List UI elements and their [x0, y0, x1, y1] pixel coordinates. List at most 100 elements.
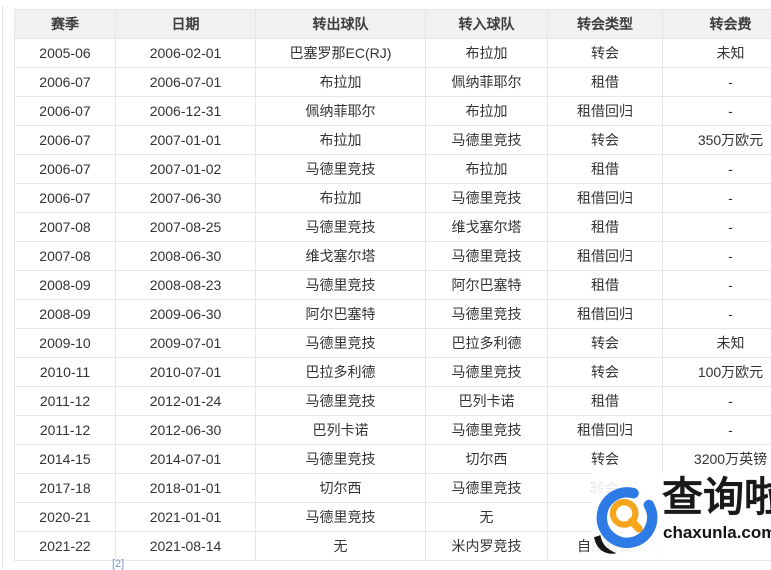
table-cell: 马德里竞技	[256, 445, 426, 474]
table-cell: 维戈塞尔塔	[426, 213, 548, 242]
table-cell: 2008-09	[15, 271, 116, 300]
table-cell: 马德里竞技	[256, 329, 426, 358]
table-cell: 租借	[548, 387, 663, 416]
table-cell: 未知	[663, 329, 771, 358]
table-cell: -	[663, 242, 771, 271]
table-cell: 租借	[548, 271, 663, 300]
table-cell: 马德里竞技	[426, 126, 548, 155]
table-cell: 租借回归	[548, 416, 663, 445]
table-cell: 2009-06-30	[116, 300, 256, 329]
chaxunla-watermark: 查询啦 chaxunla.com	[592, 472, 771, 559]
table-cell: 2009-07-01	[116, 329, 256, 358]
column-header: 日期	[116, 10, 256, 39]
table-cell: 2007-08	[15, 242, 116, 271]
table-cell: 2006-07	[15, 68, 116, 97]
table-cell: 布拉加	[256, 68, 426, 97]
table-cell: 2006-07-01	[116, 68, 256, 97]
column-header: 转出球队	[256, 10, 426, 39]
table-cell: 转会	[548, 126, 663, 155]
table-cell: 巴列卡诺	[256, 416, 426, 445]
table-cell: 350万欧元	[663, 126, 771, 155]
table-cell: -	[663, 68, 771, 97]
table-cell: 2007-01-01	[116, 126, 256, 155]
table-cell: 2007-01-02	[116, 155, 256, 184]
table-cell: 马德里竞技	[426, 242, 548, 271]
page-left-border	[2, 6, 3, 567]
table-cell: 马德里竞技	[256, 387, 426, 416]
table-cell: 2006-07	[15, 126, 116, 155]
table-cell: 转会	[548, 445, 663, 474]
table-cell: 2021-08-14	[116, 532, 256, 561]
table-cell: 2020-21	[15, 503, 116, 532]
table-cell: 2018-01-01	[116, 474, 256, 503]
table-cell: 租借	[548, 213, 663, 242]
table-cell: 租借	[548, 155, 663, 184]
table-cell: 2008-09	[15, 300, 116, 329]
table-cell: -	[663, 155, 771, 184]
table-cell: -	[663, 184, 771, 213]
table-cell: 转会	[548, 39, 663, 68]
column-header: 转会类型	[548, 10, 663, 39]
magnifier-q-logo-icon	[592, 482, 662, 556]
table-cell: 2006-07	[15, 97, 116, 126]
table-cell: 巴拉多利德	[256, 358, 426, 387]
table-cell: 2010-11	[15, 358, 116, 387]
table-cell: -	[663, 300, 771, 329]
table-cell: 马德里竞技	[256, 503, 426, 532]
table-cell: 2007-06-30	[116, 184, 256, 213]
table-cell: 2010-07-01	[116, 358, 256, 387]
column-header: 转会费	[663, 10, 771, 39]
table-cell: 马德里竞技	[426, 474, 548, 503]
table-cell: 切尔西	[256, 474, 426, 503]
table-cell: 租借	[548, 68, 663, 97]
column-header: 转入球队	[426, 10, 548, 39]
table-cell: 布拉加	[426, 155, 548, 184]
table-cell: -	[663, 271, 771, 300]
table-cell: 马德里竞技	[256, 271, 426, 300]
table-cell: 阿尔巴塞特	[426, 271, 548, 300]
table-cell: 2014-15	[15, 445, 116, 474]
table-cell: 米内罗竞技	[426, 532, 548, 561]
table-cell: 无	[256, 532, 426, 561]
table-cell: 租借回归	[548, 300, 663, 329]
table-cell: 100万欧元	[663, 358, 771, 387]
table-cell: 2011-12	[15, 387, 116, 416]
table-cell: 转会	[548, 358, 663, 387]
table-cell: 2006-07	[15, 155, 116, 184]
table-cell: 布拉加	[426, 97, 548, 126]
table-cell: 2012-01-24	[116, 387, 256, 416]
table-cell: 马德里竞技	[256, 155, 426, 184]
table-cell: 2021-22	[15, 532, 116, 561]
table-cell: 阿尔巴塞特	[256, 300, 426, 329]
table-cell: -	[663, 387, 771, 416]
table-cell: 布拉加	[426, 39, 548, 68]
table-cell: 2012-06-30	[116, 416, 256, 445]
table-cell: 巴拉多利德	[426, 329, 548, 358]
table-cell: 2007-08	[15, 213, 116, 242]
table-cell: 切尔西	[426, 445, 548, 474]
table-cell: 无	[426, 503, 548, 532]
citation-link[interactable]: [2]	[112, 558, 124, 570]
watermark-brand-text: 查询啦	[662, 472, 770, 522]
table-cell: 2008-08-23	[116, 271, 256, 300]
table-cell: 巴列卡诺	[426, 387, 548, 416]
table-cell: 佩纳菲耶尔	[256, 97, 426, 126]
table-cell: 维戈塞尔塔	[256, 242, 426, 271]
table-cell: 布拉加	[256, 126, 426, 155]
table-cell: 未知	[663, 39, 771, 68]
table-cell: 2007-08-25	[116, 213, 256, 242]
table-cell: 租借回归	[548, 184, 663, 213]
table-cell: 2017-18	[15, 474, 116, 503]
table-cell: 转会	[548, 329, 663, 358]
